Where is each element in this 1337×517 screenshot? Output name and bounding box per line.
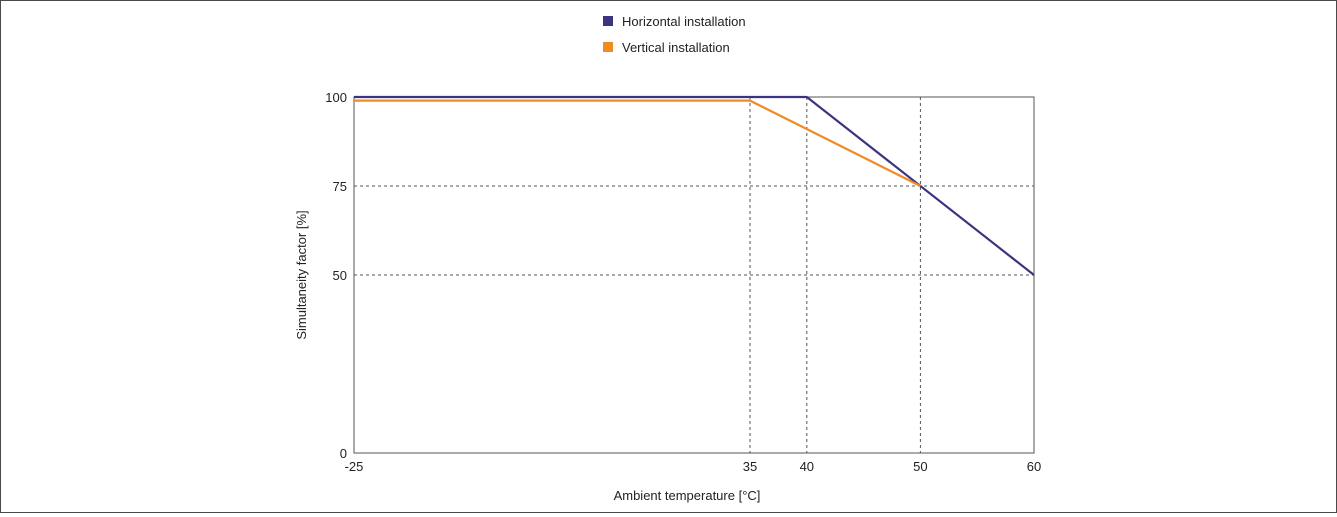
x-tick-label: 50: [913, 459, 927, 474]
legend: Horizontal installation Vertical install…: [603, 14, 746, 55]
legend-swatch-horizontal: [603, 16, 613, 26]
y-tick-label: 0: [340, 446, 347, 461]
series-line-horizontal: [354, 95, 1035, 276]
y-tick-label: 75: [333, 179, 347, 194]
x-tick-label: 40: [800, 459, 814, 474]
x-tick-label: 60: [1027, 459, 1041, 474]
grid-lines: [354, 97, 1034, 453]
series-line-vertical: [354, 99, 921, 187]
series-lines: [354, 95, 1035, 276]
y-axis-ticks: 0 50 75 100: [325, 90, 347, 461]
y-axis-title: Simultaneity factor [%]: [294, 210, 309, 339]
x-axis-ticks: -25 35 40 50 60: [345, 459, 1042, 474]
x-axis-title: Ambient temperature [°C]: [614, 488, 761, 503]
legend-label-horizontal: Horizontal installation: [622, 14, 746, 29]
legend-label-vertical: Vertical installation: [622, 40, 730, 55]
legend-swatch-vertical: [603, 42, 613, 52]
x-tick-label: -25: [345, 459, 364, 474]
y-tick-label: 100: [325, 90, 347, 105]
x-tick-label: 35: [743, 459, 757, 474]
y-tick-label: 50: [333, 268, 347, 283]
